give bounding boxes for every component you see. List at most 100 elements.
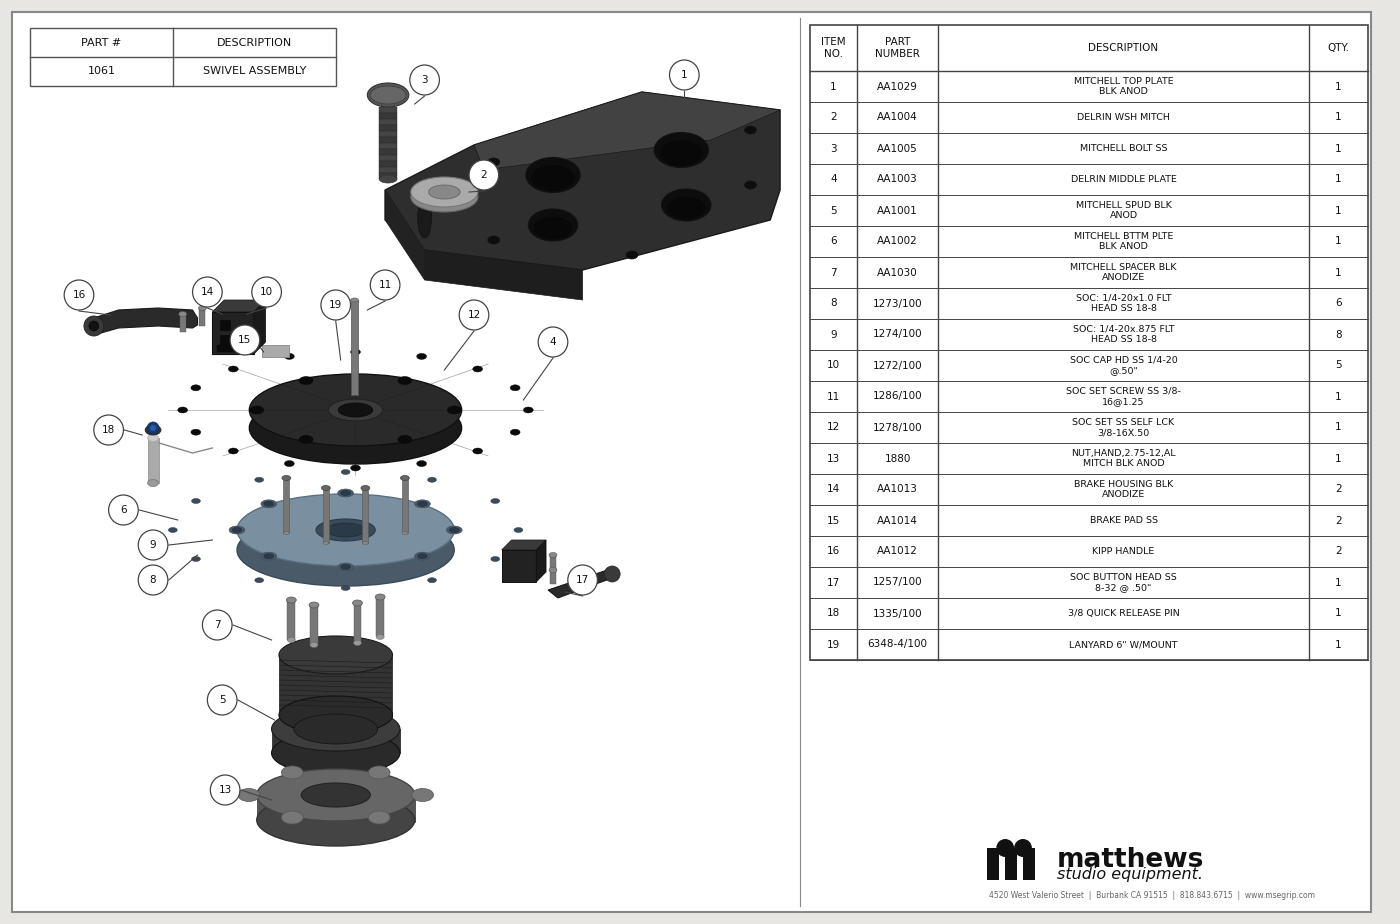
Ellipse shape [410,182,477,212]
Text: 19: 19 [329,300,343,310]
Text: 12: 12 [468,310,480,320]
Polygon shape [424,250,582,300]
Ellipse shape [528,209,578,241]
Bar [379,131,398,137]
Ellipse shape [300,435,314,444]
Polygon shape [94,308,197,335]
Bar [262,345,290,357]
Text: MITCHELL SPACER BLK
ANODIZE: MITCHELL SPACER BLK ANODIZE [1070,262,1177,282]
Text: LANYARD 6" W/MOUNT: LANYARD 6" W/MOUNT [1070,640,1177,649]
Ellipse shape [228,366,238,372]
Ellipse shape [531,164,575,191]
Bar [379,137,398,143]
Ellipse shape [342,469,350,475]
Ellipse shape [414,553,430,560]
Text: 2: 2 [1336,484,1341,494]
Text: 17: 17 [827,578,840,588]
Text: 13: 13 [218,785,232,795]
Text: 1: 1 [1336,268,1341,277]
Circle shape [203,610,232,640]
Ellipse shape [524,407,533,413]
Ellipse shape [339,403,372,417]
Ellipse shape [146,425,161,435]
Polygon shape [256,795,414,822]
Text: 1: 1 [1336,609,1341,618]
Ellipse shape [178,407,188,413]
Ellipse shape [237,514,454,586]
Circle shape [252,277,281,307]
Bar [379,149,398,155]
Text: 19: 19 [827,639,840,650]
Text: AA1003: AA1003 [878,175,918,185]
Text: 3: 3 [421,75,428,85]
Ellipse shape [309,642,318,648]
Text: 16: 16 [827,546,840,556]
Text: SOC: 1/4-20x1.0 FLT
HEAD SS 18-8: SOC: 1/4-20x1.0 FLT HEAD SS 18-8 [1075,294,1172,313]
Ellipse shape [309,602,319,608]
Bar [379,125,398,131]
Text: 6: 6 [1336,298,1341,309]
Circle shape [64,280,94,310]
Text: 7: 7 [830,268,837,277]
Ellipse shape [263,553,274,559]
Circle shape [193,277,223,307]
Text: studio equipment.: studio equipment. [1057,868,1203,882]
Ellipse shape [192,556,200,562]
Ellipse shape [473,448,483,454]
Ellipse shape [514,528,522,532]
Text: DESCRIPTION: DESCRIPTION [1088,43,1159,53]
Polygon shape [385,92,780,270]
Ellipse shape [473,366,483,372]
Bar [148,438,160,483]
Ellipse shape [190,429,200,435]
Ellipse shape [626,251,638,259]
Ellipse shape [342,586,350,590]
Text: AA1005: AA1005 [878,143,918,153]
Ellipse shape [417,460,427,467]
Text: SOC BUTTON HEAD SS
8-32 @ .50": SOC BUTTON HEAD SS 8-32 @ .50" [1070,573,1177,592]
Text: DELRIN WSH MITCH: DELRIN WSH MITCH [1077,113,1170,122]
Circle shape [469,160,498,190]
Text: 3: 3 [830,143,837,153]
Ellipse shape [340,491,350,495]
Ellipse shape [370,86,406,104]
Text: 16: 16 [73,290,85,300]
Circle shape [147,422,160,434]
Ellipse shape [238,788,260,801]
Circle shape [459,300,489,330]
Text: 5: 5 [1336,360,1341,371]
Text: AA1013: AA1013 [878,484,918,494]
Circle shape [538,327,568,357]
Ellipse shape [199,306,206,310]
Bar [29,28,336,86]
Text: 1: 1 [1336,392,1341,402]
Ellipse shape [179,311,186,317]
Ellipse shape [230,526,245,534]
Ellipse shape [368,811,391,824]
Bar [550,555,556,569]
Bar [379,113,398,119]
Circle shape [568,565,598,595]
Bar [309,605,318,645]
Text: 1: 1 [1336,422,1341,432]
Ellipse shape [745,181,756,189]
Text: 11: 11 [378,280,392,290]
Ellipse shape [281,811,304,824]
Ellipse shape [549,567,557,573]
Ellipse shape [316,519,375,541]
Bar [809,25,1368,660]
Text: 1: 1 [1336,113,1341,123]
Bar [501,550,536,582]
Ellipse shape [284,460,294,467]
Bar [379,173,398,179]
Text: matthews: matthews [1057,847,1204,873]
Polygon shape [547,570,612,598]
Ellipse shape [533,216,573,240]
Text: 1: 1 [1336,578,1341,588]
Text: 11: 11 [827,392,840,402]
Ellipse shape [666,196,706,220]
Ellipse shape [491,556,500,562]
Text: AA1029: AA1029 [878,81,918,91]
Ellipse shape [300,377,314,384]
Text: 10: 10 [827,360,840,371]
